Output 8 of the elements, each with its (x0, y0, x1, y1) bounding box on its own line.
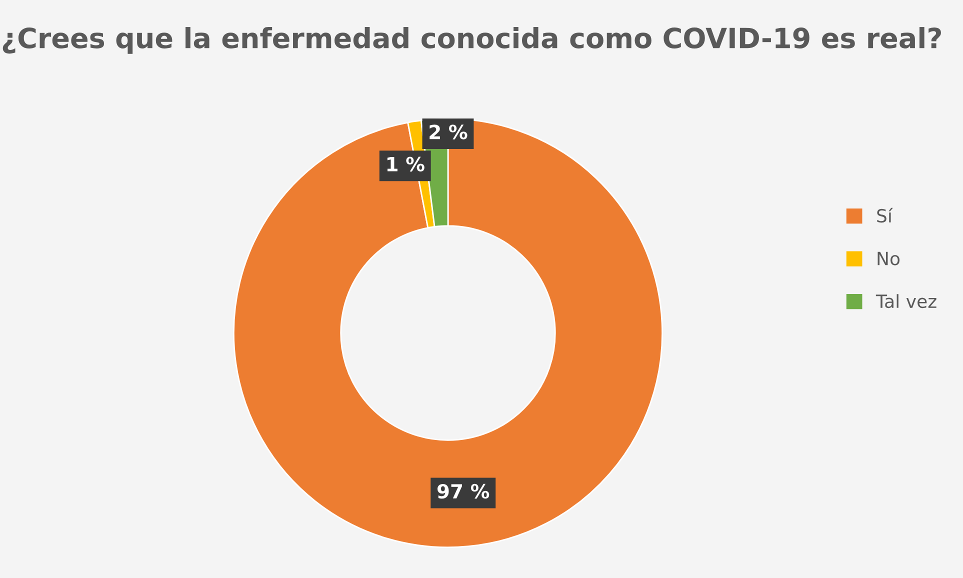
chart-title: ¿Crees que la enfermedad conocida como COVID-19 es real? (2, 27, 941, 54)
legend-label: Sí (877, 208, 893, 223)
data-label: 97 % (437, 484, 490, 499)
donut-slice (233, 118, 663, 548)
legend-label: Tal vez (876, 294, 936, 308)
data-label: 2 % (430, 124, 468, 140)
legend-label: No (878, 252, 900, 266)
data-label: 1 % (387, 156, 424, 172)
